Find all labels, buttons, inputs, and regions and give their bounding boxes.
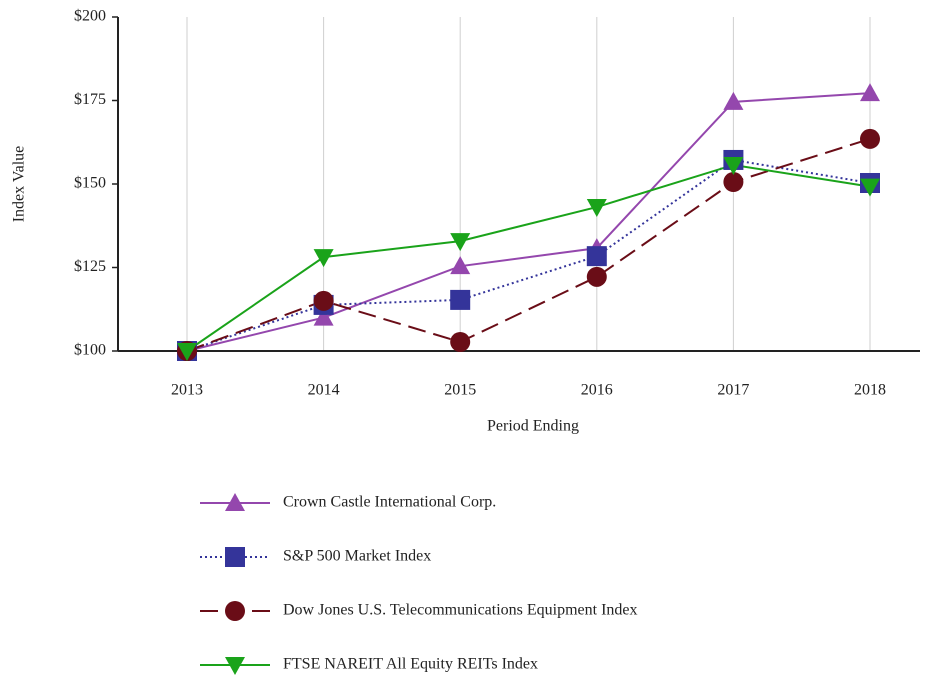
x-tick-label: 2014 bbox=[308, 382, 340, 399]
marker bbox=[723, 91, 744, 110]
series-line bbox=[186, 163, 871, 352]
marker bbox=[860, 128, 880, 149]
marker bbox=[177, 343, 197, 361]
legend-label: FTSE NAREIT All Equity REITs Index bbox=[283, 656, 538, 673]
marker bbox=[723, 156, 744, 175]
x-tick-label: 2013 bbox=[171, 382, 203, 399]
series-line bbox=[186, 137, 871, 352]
x-tick-label: 2015 bbox=[444, 382, 476, 399]
marker bbox=[313, 249, 334, 268]
y-tick-label: $175 bbox=[74, 91, 106, 108]
marker bbox=[586, 199, 607, 218]
legend-marker bbox=[225, 547, 245, 567]
legend-marker bbox=[225, 657, 245, 675]
marker bbox=[723, 171, 744, 192]
marker bbox=[450, 331, 471, 352]
y-tick-label: $100 bbox=[74, 342, 106, 359]
legend-label: Dow Jones U.S. Telecommunications Equipm… bbox=[283, 602, 638, 619]
marker bbox=[450, 289, 471, 310]
legend-label: Crown Castle International Corp. bbox=[283, 494, 496, 511]
marker bbox=[313, 307, 334, 326]
x-axis-title: Period Ending bbox=[487, 418, 579, 435]
y-axis-title: Index Value bbox=[11, 146, 28, 223]
series-line bbox=[186, 158, 871, 352]
marker bbox=[586, 246, 607, 267]
x-tick-label: 2018 bbox=[854, 382, 886, 399]
x-tick-label: 2016 bbox=[581, 382, 613, 399]
marker bbox=[313, 290, 334, 311]
y-tick-label: $200 bbox=[74, 8, 106, 25]
marker bbox=[860, 178, 880, 197]
series-line bbox=[186, 92, 871, 352]
marker bbox=[450, 233, 471, 252]
x-tick-label: 2017 bbox=[717, 382, 749, 399]
y-tick-label: $125 bbox=[74, 258, 106, 275]
legend-marker bbox=[225, 493, 245, 511]
marker bbox=[586, 266, 607, 287]
marker bbox=[860, 83, 880, 102]
y-tick-label: $150 bbox=[74, 175, 106, 192]
marker bbox=[450, 256, 471, 275]
legend-marker bbox=[225, 601, 245, 621]
legend-label: S&P 500 Market Index bbox=[283, 548, 431, 565]
